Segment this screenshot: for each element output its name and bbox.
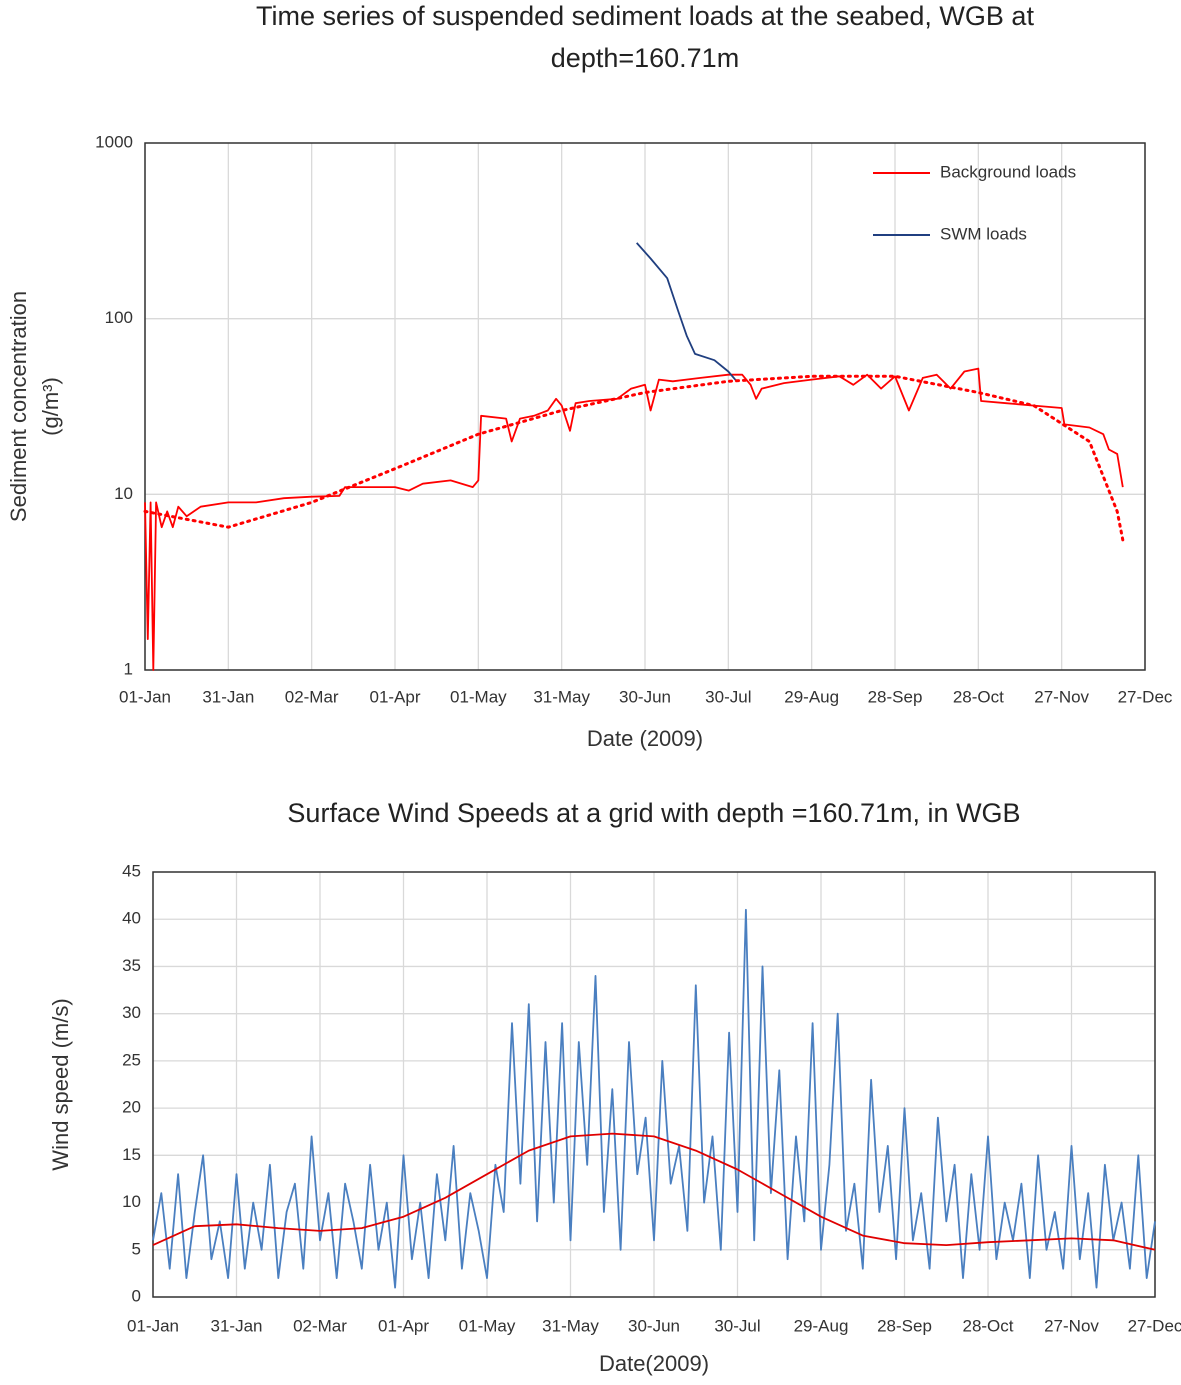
x-tick-label: 30-Jul xyxy=(714,1316,760,1335)
x-tick-label: 28-Oct xyxy=(953,687,1004,706)
x-tick-label: 01-Apr xyxy=(369,687,420,706)
x-tick-label: 28-Oct xyxy=(962,1316,1013,1335)
y-tick-label: 35 xyxy=(122,956,141,975)
legend-label: SWM loads xyxy=(940,224,1027,243)
x-tick-label: 01-May xyxy=(450,687,507,706)
x-tick-label: 28-Sep xyxy=(877,1316,932,1335)
plot-frame xyxy=(152,871,1156,1298)
y-tick-label: 1000 xyxy=(95,132,133,151)
x-tick-label: 29-Aug xyxy=(794,1316,849,1335)
x-tick-label: 31-May xyxy=(533,687,590,706)
x-tick-label: 27-Nov xyxy=(1034,687,1089,706)
chart-title: Surface Wind Speeds at a grid with depth… xyxy=(287,798,1020,828)
y-tick-label: 1 xyxy=(124,659,133,678)
x-tick-label: 31-Jan xyxy=(211,1316,263,1335)
y-tick-label: 100 xyxy=(105,308,133,327)
x-axis-label: Date (2009) xyxy=(587,726,703,751)
y-tick-label: 40 xyxy=(122,909,141,928)
x-tick-label: 27-Dec xyxy=(1118,687,1173,706)
data-line xyxy=(152,908,1156,1289)
x-tick-label: 01-May xyxy=(459,1316,516,1335)
y-tick-label: 10 xyxy=(122,1192,141,1211)
x-tick-label: 02-Mar xyxy=(285,687,339,706)
x-tick-label: 29-Aug xyxy=(784,687,839,706)
x-tick-label: 30-Jun xyxy=(619,687,671,706)
x-tick-label: 30-Jul xyxy=(705,687,751,706)
y-tick-label: 0 xyxy=(132,1286,141,1305)
x-tick-label: 27-Nov xyxy=(1044,1316,1099,1335)
x-tick-label: 30-Jun xyxy=(628,1316,680,1335)
y-tick-label: 5 xyxy=(132,1239,141,1258)
data-line xyxy=(143,374,1125,542)
y-tick-label: 45 xyxy=(122,861,141,880)
y-tick-label: 20 xyxy=(122,1098,141,1117)
x-tick-label: 01-Jan xyxy=(127,1316,179,1335)
y-tick-label: 25 xyxy=(122,1050,141,1069)
legend-label: Background loads xyxy=(940,162,1076,181)
x-tick-label: 31-May xyxy=(542,1316,599,1335)
x-tick-label: 31-Jan xyxy=(202,687,254,706)
y-tick-label: 30 xyxy=(122,1003,141,1022)
x-tick-label: 28-Sep xyxy=(868,687,923,706)
x-tick-label: 02-Mar xyxy=(293,1316,347,1335)
y-axis-label: Wind speed (m/s) xyxy=(48,998,73,1170)
y-tick-label: 10 xyxy=(114,484,133,503)
data-line xyxy=(636,242,738,382)
chart-title: depth=160.71m xyxy=(551,43,739,73)
y-axis-label: Sediment concentration xyxy=(6,291,31,522)
y-tick-label: 15 xyxy=(122,1145,141,1164)
x-axis-label: Date(2009) xyxy=(599,1351,709,1376)
plot-frame xyxy=(144,142,1146,671)
x-tick-label: 27-Dec xyxy=(1128,1316,1181,1335)
data-line xyxy=(144,367,1124,671)
y-axis-label: (g/m³) xyxy=(38,377,63,436)
chart-title: Time series of suspended sediment loads … xyxy=(256,1,1034,31)
data-line xyxy=(152,1132,1156,1251)
x-tick-label: 01-Apr xyxy=(378,1316,429,1335)
x-tick-label: 01-Jan xyxy=(119,687,171,706)
